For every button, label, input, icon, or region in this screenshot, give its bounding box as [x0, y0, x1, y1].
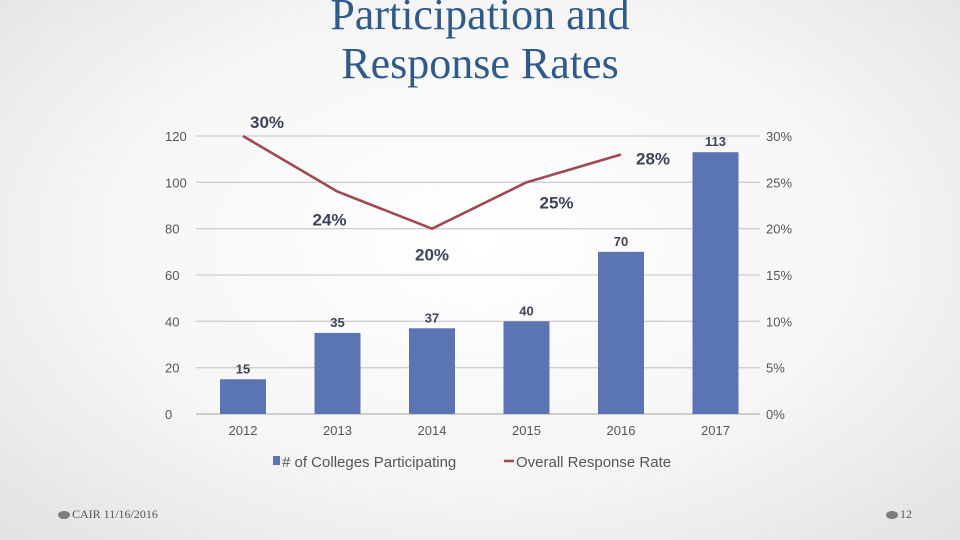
y-right-tick-label: 10% [766, 314, 792, 329]
page-number: 12 [900, 507, 912, 521]
x-tick-label: 2016 [607, 423, 636, 438]
legend-bar-label: # of Colleges Participating [282, 454, 456, 471]
y-left-tick-label: 60 [165, 268, 179, 283]
y-left-tick-label: 80 [165, 222, 179, 237]
bar [598, 251, 644, 414]
slide-title: Participation and Response Rates [0, 0, 960, 88]
bar-data-label: 40 [519, 303, 533, 318]
bullet-dot-icon [58, 510, 70, 519]
y-right-tick-label: 20% [766, 222, 792, 237]
bar [314, 332, 361, 414]
bullet-dot-icon [886, 510, 898, 519]
line-data-label: 30% [250, 113, 284, 132]
x-tick-label: 2015 [512, 423, 541, 438]
y-right-tick-label: 5% [766, 361, 785, 376]
line-data-label: 28% [636, 150, 670, 169]
bar [220, 379, 266, 414]
y-left-tick-label: 100 [165, 175, 187, 190]
y-left-tick-label: 0 [165, 407, 172, 422]
x-tick-label: 2012 [229, 423, 258, 438]
legend-bar-swatch [273, 456, 280, 465]
x-tick-label: 2013 [323, 423, 352, 438]
y-left-tick-label: 20 [165, 361, 179, 376]
title-line-1: Participation and [330, 0, 630, 39]
y-left-tick-label: 120 [165, 129, 187, 144]
x-tick-label: 2017 [701, 423, 730, 438]
x-tick-label: 2014 [418, 423, 447, 438]
legend-line-label: Overall Response Rate [516, 454, 671, 471]
line-data-label: 24% [312, 211, 346, 230]
y-right-tick-label: 30% [766, 129, 792, 144]
line-data-label: 25% [539, 193, 573, 212]
title-line-2: Response Rates [341, 39, 619, 88]
bar [503, 321, 550, 414]
bar [409, 328, 455, 414]
bar-data-label: 35 [330, 315, 344, 330]
series-line [242, 134, 622, 230]
bar-data-label: 15 [236, 361, 250, 376]
footer-right: 12 [886, 507, 912, 522]
line-data-label: 20% [415, 246, 449, 265]
bar-data-label: 37 [425, 310, 439, 325]
footer-left-text: CAIR 11/16/2016 [72, 507, 158, 521]
y-left-tick-label: 40 [165, 314, 179, 329]
y-right-tick-label: 15% [766, 268, 792, 283]
y-right-tick-label: 25% [766, 175, 792, 190]
bar-data-label: 70 [614, 234, 628, 249]
bar [692, 152, 739, 414]
footer-left: CAIR 11/16/2016 [58, 507, 158, 522]
bar-data-label: 113 [705, 134, 726, 149]
y-right-tick-label: 0% [766, 407, 785, 422]
